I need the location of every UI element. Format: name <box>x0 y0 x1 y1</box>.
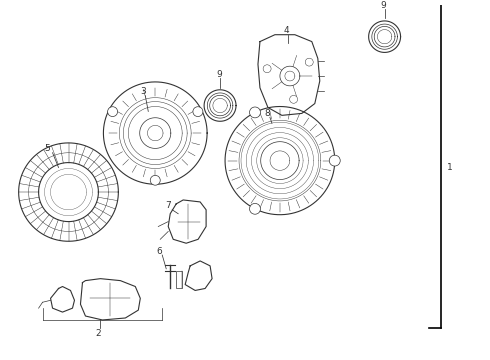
Circle shape <box>249 203 261 214</box>
Circle shape <box>150 175 160 185</box>
Text: 8: 8 <box>264 109 270 118</box>
Text: 2: 2 <box>96 329 101 338</box>
Text: 6: 6 <box>156 247 162 256</box>
Text: 9: 9 <box>216 69 222 78</box>
Text: 9: 9 <box>381 1 386 10</box>
Text: 7: 7 <box>165 201 171 210</box>
Circle shape <box>263 65 271 73</box>
Circle shape <box>329 155 340 166</box>
Text: 5: 5 <box>45 144 50 153</box>
Circle shape <box>290 95 297 103</box>
Text: 3: 3 <box>140 87 146 96</box>
Circle shape <box>305 58 313 66</box>
Circle shape <box>193 107 203 117</box>
Text: 1: 1 <box>447 163 453 172</box>
Circle shape <box>108 107 118 117</box>
Circle shape <box>249 107 261 118</box>
Text: 4: 4 <box>284 26 290 35</box>
